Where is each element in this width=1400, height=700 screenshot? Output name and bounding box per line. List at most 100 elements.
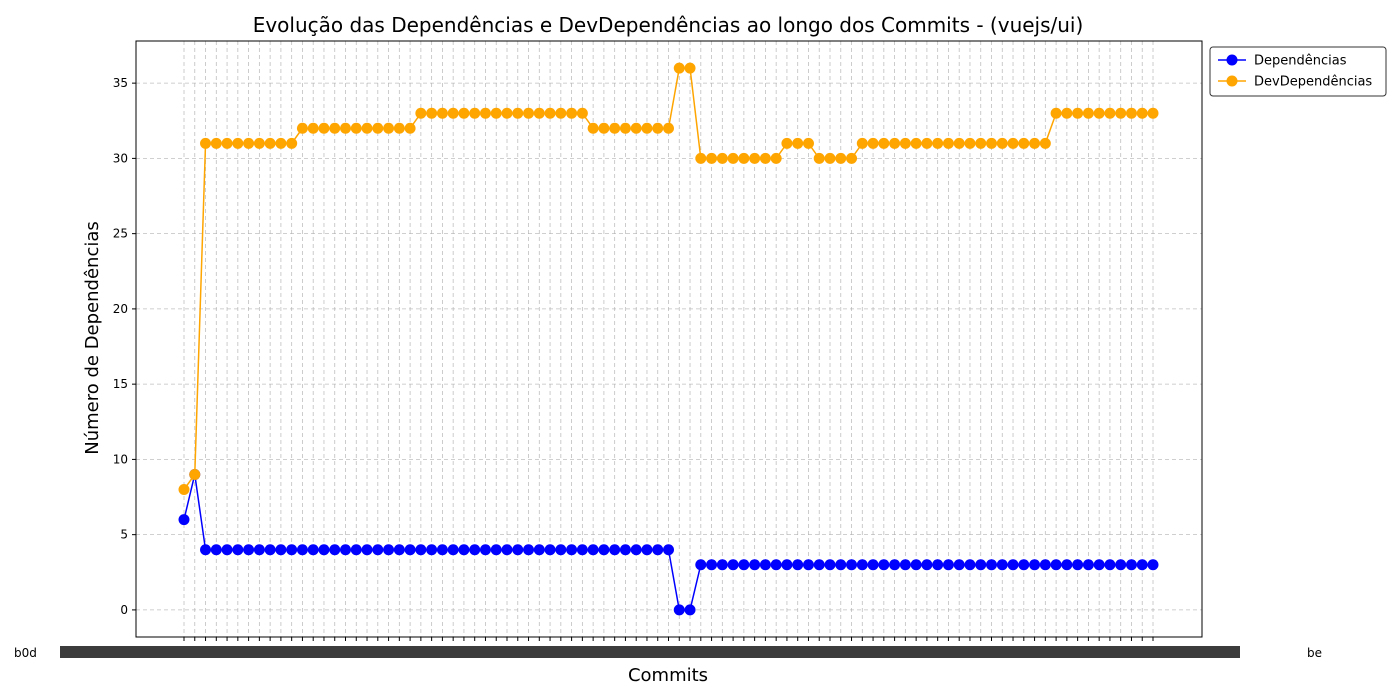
data-point [630,544,642,556]
data-point [706,559,718,571]
data-point [383,122,395,134]
data-point [964,559,976,571]
data-point [1061,559,1073,571]
data-point [329,544,341,556]
data-point [856,559,868,571]
data-point [835,559,847,571]
data-point [576,544,588,556]
legend-label: DevDependências [1254,75,1372,90]
data-point [749,559,761,571]
data-point [684,604,696,616]
data-point [975,559,987,571]
legend-box [1209,46,1387,97]
data-point [286,544,298,556]
data-point [566,544,578,556]
data-point [1029,559,1041,571]
data-point [619,122,631,134]
data-point [404,122,416,134]
data-point [469,107,481,119]
data-point [1050,559,1062,571]
data-point [1050,107,1062,119]
data-point [673,62,685,74]
y-tick-label: 0 [120,603,128,617]
legend-marker [1226,75,1238,87]
data-point [512,107,524,119]
data-point [663,544,674,556]
data-point [501,544,513,556]
data-point [964,137,976,149]
data-point [178,484,190,496]
data-point [1007,559,1019,571]
data-point [318,544,330,556]
data-point [383,544,395,556]
data-point [770,152,782,164]
data-point [555,544,567,556]
y-tick-label: 10 [113,452,128,466]
data-point [932,559,944,571]
data-point [447,544,459,556]
data-point [673,604,685,616]
data-point [846,152,858,164]
x-tick-label-last: be [1307,646,1322,660]
data-point [555,107,567,119]
data-point [490,107,502,119]
data-point [243,544,255,556]
data-point [867,559,879,571]
data-point [899,559,911,571]
data-point [921,559,933,571]
data-point [663,122,674,134]
data-point [986,137,997,149]
data-point [1061,107,1073,119]
data-point [738,559,750,571]
data-point [695,559,707,571]
data-point [781,137,793,149]
data-point [533,544,545,556]
data-point [759,559,771,571]
data-point [275,544,287,556]
y-axis-label: Número de Dependências [82,221,103,455]
data-point [813,559,825,571]
data-point [447,107,459,119]
data-point [867,137,879,149]
data-point [1029,137,1041,149]
y-tick-label: 15 [113,377,128,391]
data-point [307,544,319,556]
data-point [458,544,470,556]
data-point [684,62,696,74]
data-point [878,559,890,571]
data-point [1136,559,1148,571]
data-point [630,122,642,134]
data-point [802,137,814,149]
legend-label: Dependências [1254,54,1347,69]
data-point [749,152,761,164]
data-point [340,122,351,134]
data-point [1125,107,1137,119]
data-point [792,137,804,149]
data-point [253,544,265,556]
data-point [1007,137,1019,149]
data-point [996,137,1008,149]
data-point [942,137,954,149]
data-point [479,107,491,119]
data-point [566,107,578,119]
data-point [469,544,481,556]
data-point [426,107,438,119]
data-point [878,137,890,149]
data-point [716,152,728,164]
data-point [835,152,847,164]
data-point [275,137,287,149]
data-point [533,107,545,119]
data-point [329,122,341,134]
data-point [1115,559,1127,571]
data-point [727,559,739,571]
y-tick-label: 5 [120,528,128,542]
data-point [178,514,190,526]
y-axis: 0 5 10 15 20 25 30 35 [113,76,136,617]
data-point [361,122,373,134]
data-point [824,559,836,571]
data-point [296,122,308,134]
plot-area [178,62,1159,616]
series-1 [178,62,1159,496]
data-point [889,559,901,571]
